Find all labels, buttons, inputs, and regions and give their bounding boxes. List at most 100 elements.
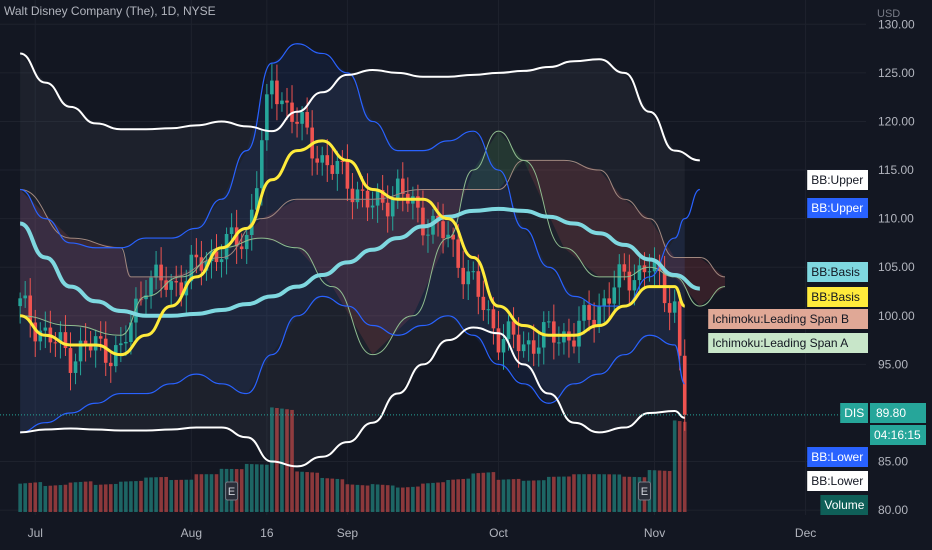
volume-bar bbox=[567, 476, 571, 512]
candle-body bbox=[68, 348, 73, 373]
candle-body bbox=[295, 121, 299, 124]
volume-bar bbox=[572, 474, 576, 512]
candle-body bbox=[88, 345, 93, 351]
volume-bar bbox=[526, 480, 531, 512]
candle-body bbox=[154, 264, 158, 278]
candle-body bbox=[355, 189, 360, 203]
candle-body bbox=[672, 301, 677, 313]
series-tag bbox=[807, 170, 868, 190]
volume-bar bbox=[627, 476, 632, 512]
y-tick-label: 105.00 bbox=[878, 260, 915, 274]
volume-bar bbox=[607, 474, 612, 512]
cloud-segment bbox=[236, 183, 469, 355]
volume-bar bbox=[461, 478, 466, 512]
volume-bar bbox=[83, 481, 88, 512]
candle-body bbox=[516, 334, 521, 352]
candle-body bbox=[486, 309, 491, 311]
volume-bar bbox=[345, 484, 350, 512]
volume-bar bbox=[179, 479, 184, 512]
volume-bar bbox=[330, 478, 335, 512]
volume-bar bbox=[481, 472, 486, 512]
candle-body bbox=[602, 298, 606, 307]
candle-body bbox=[124, 341, 128, 344]
volume-bar bbox=[154, 477, 158, 512]
candle-body bbox=[114, 345, 118, 367]
cloud-segment bbox=[528, 160, 726, 307]
volume-bar bbox=[587, 474, 591, 512]
candle-body bbox=[219, 259, 224, 263]
candle-body bbox=[451, 234, 455, 240]
candle-body bbox=[73, 361, 78, 373]
candle-body bbox=[400, 178, 405, 194]
candle-body bbox=[164, 280, 168, 290]
candle-body bbox=[58, 332, 63, 343]
volume-bar bbox=[416, 486, 420, 512]
volume-bar bbox=[114, 483, 118, 512]
volume-bar bbox=[320, 477, 325, 512]
volume-bar bbox=[249, 464, 254, 512]
candle-body bbox=[501, 339, 506, 353]
candle-body bbox=[119, 343, 123, 346]
volume-bar bbox=[33, 482, 38, 512]
volume-bar bbox=[592, 474, 596, 512]
volume-bar bbox=[290, 409, 294, 512]
line-bb-basis-long bbox=[19, 206, 701, 318]
candle-body bbox=[582, 305, 586, 321]
volume-bar bbox=[612, 474, 617, 512]
candle-body bbox=[189, 254, 194, 282]
candle-body bbox=[421, 207, 425, 236]
candle-body bbox=[174, 281, 179, 283]
candle-body bbox=[63, 332, 68, 349]
candle-body bbox=[667, 303, 672, 313]
volume-bar bbox=[541, 480, 546, 512]
symbol-tag-text: DIS bbox=[844, 406, 864, 420]
series-tag bbox=[807, 198, 868, 218]
candle-body bbox=[214, 251, 219, 263]
series-tag-text: BB:Lower bbox=[811, 450, 863, 464]
candle-body bbox=[149, 277, 153, 296]
volume-bar bbox=[380, 484, 385, 512]
volume-bar bbox=[43, 486, 48, 512]
series-tag bbox=[807, 287, 868, 307]
candle-body bbox=[159, 264, 163, 281]
candle-body bbox=[194, 254, 199, 258]
volume-bar bbox=[350, 484, 355, 512]
volume-bar bbox=[411, 486, 415, 512]
line-bb-blue bbox=[20, 43, 701, 307]
volume-bar bbox=[622, 476, 627, 512]
volume-bar bbox=[667, 471, 672, 512]
line-leading-span-b bbox=[20, 159, 726, 278]
volume-bar bbox=[280, 408, 284, 512]
candle-body bbox=[179, 282, 184, 296]
candle-body bbox=[270, 80, 274, 95]
volume-bar bbox=[214, 474, 219, 512]
volume-bar bbox=[260, 464, 264, 512]
volume-bar bbox=[139, 480, 143, 512]
y-tick-label: 80.00 bbox=[878, 503, 908, 517]
candle-body bbox=[521, 344, 526, 352]
volume-bar bbox=[270, 407, 274, 512]
candle-body bbox=[642, 265, 647, 273]
volume-bar bbox=[521, 480, 526, 512]
y-tick-label: 85.00 bbox=[878, 455, 908, 469]
candle-body bbox=[265, 94, 269, 141]
volume-bar bbox=[98, 484, 103, 512]
candle-body bbox=[416, 196, 420, 208]
volume-bar bbox=[275, 407, 279, 512]
time-axis-bg bbox=[0, 515, 932, 550]
candle-body bbox=[28, 295, 33, 323]
volume-bar bbox=[677, 421, 682, 512]
volume-bar bbox=[88, 481, 93, 512]
line-leading-span-a bbox=[20, 130, 726, 356]
candle-body bbox=[682, 355, 687, 415]
candle-body bbox=[103, 338, 108, 363]
volume-bar bbox=[355, 484, 360, 512]
chart-title: Walt Disney Company (The), 1D, NYSE bbox=[4, 4, 216, 18]
candle-body bbox=[134, 298, 138, 323]
volume-bar bbox=[48, 485, 53, 512]
candle-body bbox=[552, 321, 556, 343]
candle-body bbox=[315, 158, 319, 163]
